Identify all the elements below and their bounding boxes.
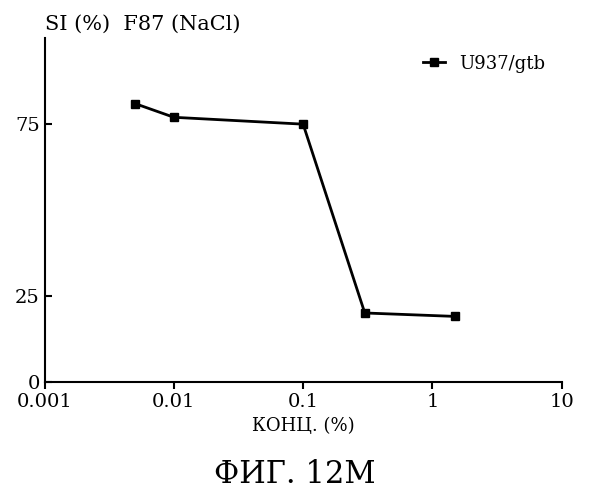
X-axis label: КОНЦ. (%): КОНЦ. (%) — [252, 417, 355, 435]
Line: U937/gtb: U937/gtb — [131, 100, 459, 320]
Legend: U937/gtb: U937/gtb — [416, 48, 552, 80]
U937/gtb — [170, 114, 177, 120]
U937/gtb — [361, 310, 368, 316]
U937/gtb — [131, 100, 138, 106]
Text: SI (%)  F87 (NaCl): SI (%) F87 (NaCl) — [45, 15, 240, 34]
U937/gtb — [300, 121, 307, 127]
U937/gtb — [452, 314, 459, 320]
Text: ФИГ. 12М: ФИГ. 12М — [214, 459, 375, 490]
